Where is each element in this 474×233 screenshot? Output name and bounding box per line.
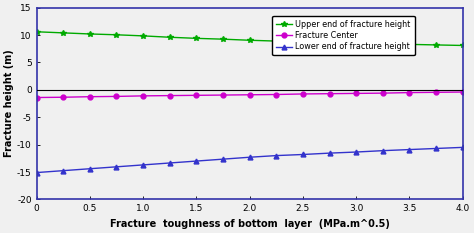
Upper end of fracture height [140,34,146,37]
Lower end of fracture height [193,160,199,162]
Lower end of fracture height [300,153,306,156]
Upper end of fracture height [60,31,66,34]
Upper end of fracture height [114,33,119,36]
Line: Lower end of fracture height: Lower end of fracture height [34,145,465,175]
Lower end of fracture height [327,152,332,154]
Fracture Center [114,95,119,98]
Upper end of fracture height [273,40,279,42]
Fracture Center [34,96,39,99]
Line: Upper end of fracture height: Upper end of fracture height [34,29,465,48]
Fracture Center [193,94,199,97]
Fracture Center [327,92,332,95]
Lower end of fracture height [167,162,173,164]
Fracture Center [433,91,439,94]
Upper end of fracture height [353,42,359,45]
Upper end of fracture height [247,39,253,42]
Lower end of fracture height [407,148,412,151]
Fracture Center [247,93,253,96]
Legend: Upper end of fracture height, Fracture Center, Lower end of fracture height: Upper end of fracture height, Fracture C… [272,16,415,55]
Upper end of fracture height [34,30,39,33]
X-axis label: Fracture  toughness of bottom  layer  (MPa.m^0.5): Fracture toughness of bottom layer (MPa.… [109,219,390,229]
Upper end of fracture height [87,33,93,35]
Fracture Center [273,93,279,96]
Lower end of fracture height [220,158,226,161]
Upper end of fracture height [407,43,412,46]
Lower end of fracture height [460,146,465,149]
Y-axis label: Fracture height (m): Fracture height (m) [4,50,14,158]
Line: Fracture Center: Fracture Center [34,90,465,100]
Upper end of fracture height [460,44,465,47]
Upper end of fracture height [167,36,173,39]
Fracture Center [353,92,359,95]
Lower end of fracture height [273,154,279,157]
Fracture Center [60,96,66,99]
Lower end of fracture height [380,149,386,152]
Fracture Center [407,91,412,94]
Fracture Center [140,94,146,97]
Upper end of fracture height [433,44,439,46]
Fracture Center [380,92,386,95]
Lower end of fracture height [353,151,359,153]
Upper end of fracture height [193,37,199,40]
Upper end of fracture height [327,41,332,44]
Lower end of fracture height [60,169,66,172]
Lower end of fracture height [140,164,146,166]
Fracture Center [460,91,465,93]
Upper end of fracture height [300,41,306,43]
Fracture Center [167,94,173,97]
Lower end of fracture height [114,165,119,168]
Lower end of fracture height [247,156,253,159]
Fracture Center [87,95,93,98]
Fracture Center [220,94,226,96]
Lower end of fracture height [34,171,39,174]
Upper end of fracture height [220,38,226,41]
Upper end of fracture height [380,42,386,45]
Lower end of fracture height [87,167,93,170]
Fracture Center [300,93,306,95]
Lower end of fracture height [433,147,439,150]
